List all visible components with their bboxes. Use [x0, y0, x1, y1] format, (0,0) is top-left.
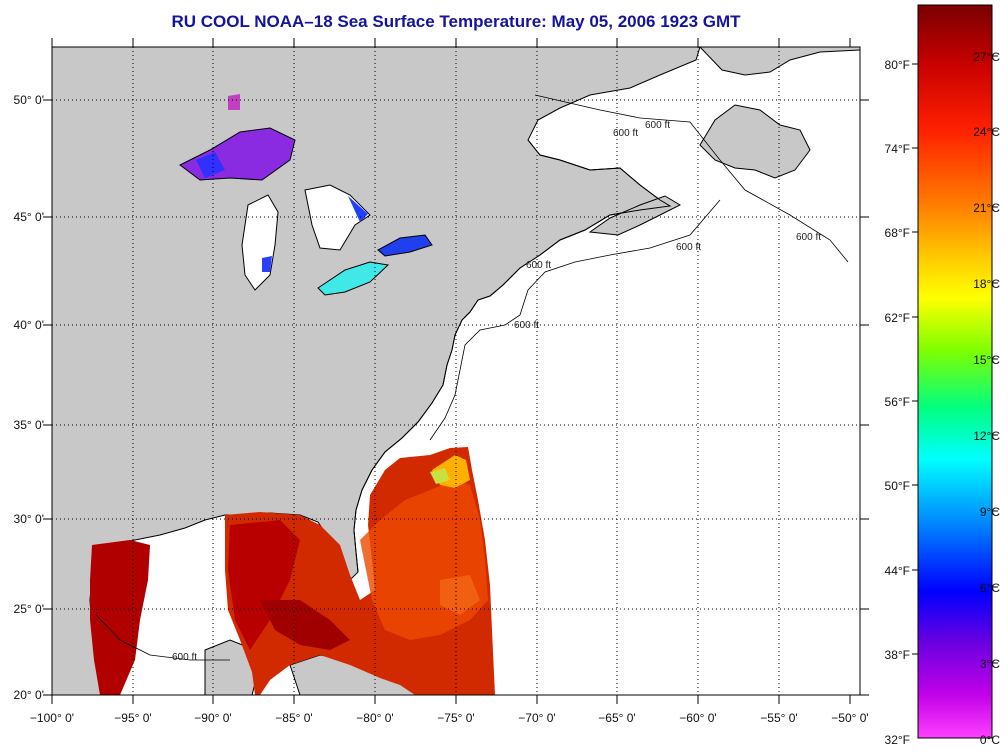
- celsius-label: 18°C: [973, 277, 1000, 291]
- fahrenheit-label: 68°F: [885, 226, 910, 240]
- depth-label: 600 ft: [796, 232, 821, 243]
- lon-label: −85° 0': [275, 711, 312, 725]
- lat-label: 40° 0': [14, 318, 44, 332]
- longitude-labels: −100° 0' −95° 0' −90° 0' −85° 0' −80° 0'…: [30, 711, 869, 725]
- lon-label: −55° 0': [760, 711, 797, 725]
- colorbar-gradient: [917, 4, 993, 739]
- graticule: [52, 47, 860, 695]
- lat-label: 35° 0': [14, 418, 44, 432]
- depth-label: 600 ft: [676, 242, 701, 253]
- fahrenheit-label: 80°F: [885, 58, 910, 72]
- lon-label: −80° 0': [356, 711, 393, 725]
- fahrenheit-label: 74°F: [885, 142, 910, 156]
- lat-label: 30° 0': [14, 512, 44, 526]
- lon-label: −60° 0': [679, 711, 716, 725]
- celsius-label: 3°C: [980, 657, 1000, 671]
- lon-label: −70° 0': [518, 711, 555, 725]
- lat-label: 25° 0': [14, 602, 44, 616]
- fahrenheit-label: 38°F: [885, 648, 910, 662]
- lon-label: −95° 0': [114, 711, 151, 725]
- latitude-labels: 20° 0' 25° 0' 30° 0' 35° 0' 40° 0' 45° 0…: [14, 93, 44, 702]
- celsius-label: 9°C: [980, 505, 1000, 519]
- lat-label: 50° 0': [14, 93, 44, 107]
- lat-label: 20° 0': [14, 688, 44, 702]
- lon-label: −65° 0': [598, 711, 635, 725]
- celsius-label: 0°C: [980, 733, 1000, 747]
- great-lakes: [179, 94, 433, 296]
- celsius-label: 15°C: [973, 353, 1000, 367]
- depth-label: 600 ft: [514, 320, 539, 331]
- map-title: RU COOL NOAA–18 Sea Surface Temperature:…: [171, 12, 741, 31]
- axis-ticks: [43, 38, 869, 704]
- depth-label: 600 ft: [172, 652, 197, 663]
- fahrenheit-label: 32°F: [885, 733, 910, 747]
- colorbar: 80°F 74°F 68°F 62°F 56°F 50°F 44°F 38°F …: [885, 4, 1000, 747]
- coastline: [353, 139, 672, 573]
- celsius-label: 12°C: [973, 429, 1000, 443]
- celsius-label: 6°C: [980, 581, 1000, 595]
- land-labrador: [699, 47, 860, 76]
- depth-contour-600ft: [95, 94, 849, 661]
- colorbar-ticks: [912, 55, 998, 664]
- fahrenheit-label: 50°F: [885, 479, 910, 493]
- depth-label: 600 ft: [613, 128, 638, 139]
- depth-label: 600 ft: [645, 120, 670, 131]
- lon-label: −90° 0': [194, 711, 231, 725]
- depth-label: 600 ft: [526, 260, 551, 271]
- map-area: 600 ft 600 ft 600 ft 600 ft 600 ft 600 f…: [52, 47, 860, 695]
- lat-label: 45° 0': [14, 210, 44, 224]
- land-newfoundland: [699, 104, 811, 179]
- lon-label: −50° 0': [831, 711, 868, 725]
- celsius-label: 24°C: [973, 125, 1000, 139]
- celsius-label: 21°C: [973, 201, 1000, 215]
- lon-label: −100° 0': [30, 711, 74, 725]
- fahrenheit-label: 62°F: [885, 311, 910, 325]
- fahrenheit-label: 44°F: [885, 564, 910, 578]
- lon-label: −75° 0': [437, 711, 474, 725]
- fahrenheit-label: 56°F: [885, 395, 910, 409]
- celsius-label: 27°C: [973, 50, 1000, 64]
